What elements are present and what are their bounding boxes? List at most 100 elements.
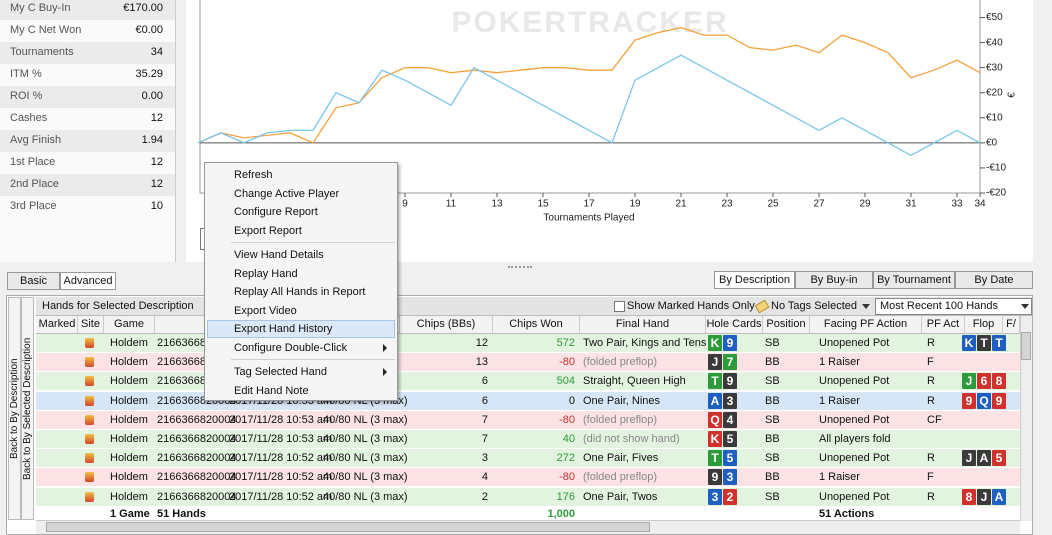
menu-item[interactable]: Export Video [234, 304, 297, 317]
cell-final: (folded preflop) [583, 471, 657, 484]
cell-facing: Unopened Pot [819, 413, 890, 426]
side-tab[interactable]: Back to By Description [9, 358, 20, 459]
total-won: 1,000 [547, 508, 575, 520]
stat-value: 0.00 [141, 90, 163, 102]
range-select[interactable] [875, 298, 1032, 315]
menu-item[interactable]: Replay Hand [234, 267, 298, 280]
cell-position: BB [765, 356, 780, 369]
total-hands: 51 Hands [157, 508, 206, 520]
cell-final: One Pair, Fives [583, 452, 659, 465]
cell-final: One Pair, Twos [583, 490, 658, 503]
cell-facing: 1 Raiser [819, 356, 860, 369]
vertical-scroll-thumb[interactable] [1021, 332, 1031, 360]
menu-highlight[interactable] [207, 320, 395, 338]
cell-stakes: 40/80 NL (3 max) [323, 413, 408, 426]
cell-date: 2017/11/28 10:53 am [229, 413, 333, 426]
column-header[interactable]: Site [78, 316, 104, 334]
cell-stakes: 40/80 NL (3 max) [323, 433, 408, 445]
y-tick-label: €40 [986, 37, 1003, 48]
tags-dropdown-arrow[interactable] [862, 304, 870, 309]
y-tick-label: €50 [986, 12, 1003, 23]
table-row[interactable] [36, 449, 1020, 469]
tab[interactable]: By Tournament [873, 271, 955, 289]
menu-item[interactable]: Edit Hand Note [234, 384, 309, 397]
stat-value: 1.94 [141, 134, 163, 146]
side-tab-box[interactable] [21, 297, 34, 520]
cell-game: Holdem [110, 394, 148, 407]
column-header[interactable]: Hole Cards [706, 316, 763, 334]
table-row[interactable] [36, 468, 1020, 488]
site-icon [85, 395, 94, 406]
column-header[interactable]: Final Hand [580, 316, 706, 334]
cell-pf-act: F [927, 356, 934, 369]
vertical-scrollbar[interactable] [1020, 316, 1032, 521]
cell-position: SB [765, 490, 780, 503]
cell-date: 2017/11/28 10:53 am [229, 433, 333, 445]
menu-item[interactable]: Tag Selected Hand [234, 366, 327, 378]
menu-item[interactable]: Export Hand History [234, 323, 333, 335]
horizontal-scroll-thumb[interactable] [46, 522, 650, 532]
card: Q [977, 392, 991, 409]
cell-position: BB [765, 433, 780, 445]
cell-facing: Unopened Pot [819, 375, 890, 388]
cell-position: BB [765, 394, 780, 407]
tab[interactable]: By Description [714, 271, 795, 289]
table-row[interactable] [36, 430, 1020, 449]
cell-bb: 4 [481, 471, 488, 484]
cell-hand: 2166366820 [157, 375, 219, 388]
tab[interactable]: By Buy-in [795, 271, 873, 289]
cell-pf-act: F [927, 471, 934, 484]
column-header[interactable]: PF Act [922, 316, 965, 334]
side-tab-box[interactable] [8, 297, 21, 520]
cell-facing: All players fold [819, 433, 891, 445]
tab[interactable]: Basic [7, 272, 60, 290]
column-header[interactable]: Chips Won [493, 316, 580, 334]
card: T [992, 335, 1006, 351]
tab[interactable]: Advanced [60, 272, 116, 290]
tab[interactable]: By Date [955, 271, 1033, 289]
range-dropdown-arrow[interactable] [1021, 304, 1029, 309]
submenu-arrow [383, 368, 387, 376]
column-header[interactable]: Position [763, 316, 810, 334]
menu-item[interactable]: Configure Double-Click [234, 341, 348, 354]
card: A [992, 488, 1006, 505]
splitter [508, 266, 532, 268]
stat-value: 12 [150, 156, 163, 168]
cell-position: SB [765, 452, 780, 465]
menu-item[interactable]: Replay All Hands in Report [234, 286, 366, 298]
menu-item[interactable]: Export Report [234, 224, 302, 237]
cell-position: SB [765, 375, 780, 388]
cell-facing: Unopened Pot [819, 490, 890, 503]
range-label[interactable]: Most Recent 100 Hands [880, 300, 999, 312]
table-row[interactable] [36, 410, 1020, 430]
menu-item[interactable]: View Hand Details [234, 249, 324, 261]
cell-bb: 7 [481, 413, 488, 426]
cell-bb: 6 [481, 394, 488, 407]
side-tab[interactable]: Back to By Selected Description [22, 337, 33, 480]
checkbox-label[interactable]: Show Marked Hands Only [627, 300, 755, 312]
card: T [708, 450, 722, 467]
cell-pf-act: R [927, 337, 935, 349]
submenu-arrow [383, 343, 387, 352]
stat-value: €0.00 [135, 24, 163, 36]
context-menu: Refresh Change Active Player Configure Rep… [204, 162, 398, 401]
menu-item[interactable]: Refresh [234, 169, 273, 181]
column-header[interactable]: F/ [1003, 316, 1020, 334]
cell-stakes: 40/80 NL (3 max) [323, 452, 408, 465]
checkbox[interactable] [614, 301, 625, 312]
x-tick-label: 11 [446, 199, 457, 210]
menu-item[interactable]: Change Active Player [234, 187, 340, 200]
menu-item[interactable]: Configure Report [234, 206, 318, 218]
card: T [977, 335, 991, 351]
column-header[interactable]: Facing PF Action [810, 316, 922, 334]
column-header[interactable]: Game [104, 316, 155, 334]
card: 9 [723, 335, 737, 351]
column-header[interactable]: Flop [965, 316, 1003, 334]
stat-row [0, 152, 175, 174]
table-row[interactable] [36, 487, 1020, 507]
column-header[interactable]: Chips (BBs) [400, 316, 493, 334]
tags-label[interactable]: No Tags Selected [771, 300, 858, 312]
column-header[interactable]: Marked [37, 316, 78, 334]
site-icon [85, 376, 94, 387]
